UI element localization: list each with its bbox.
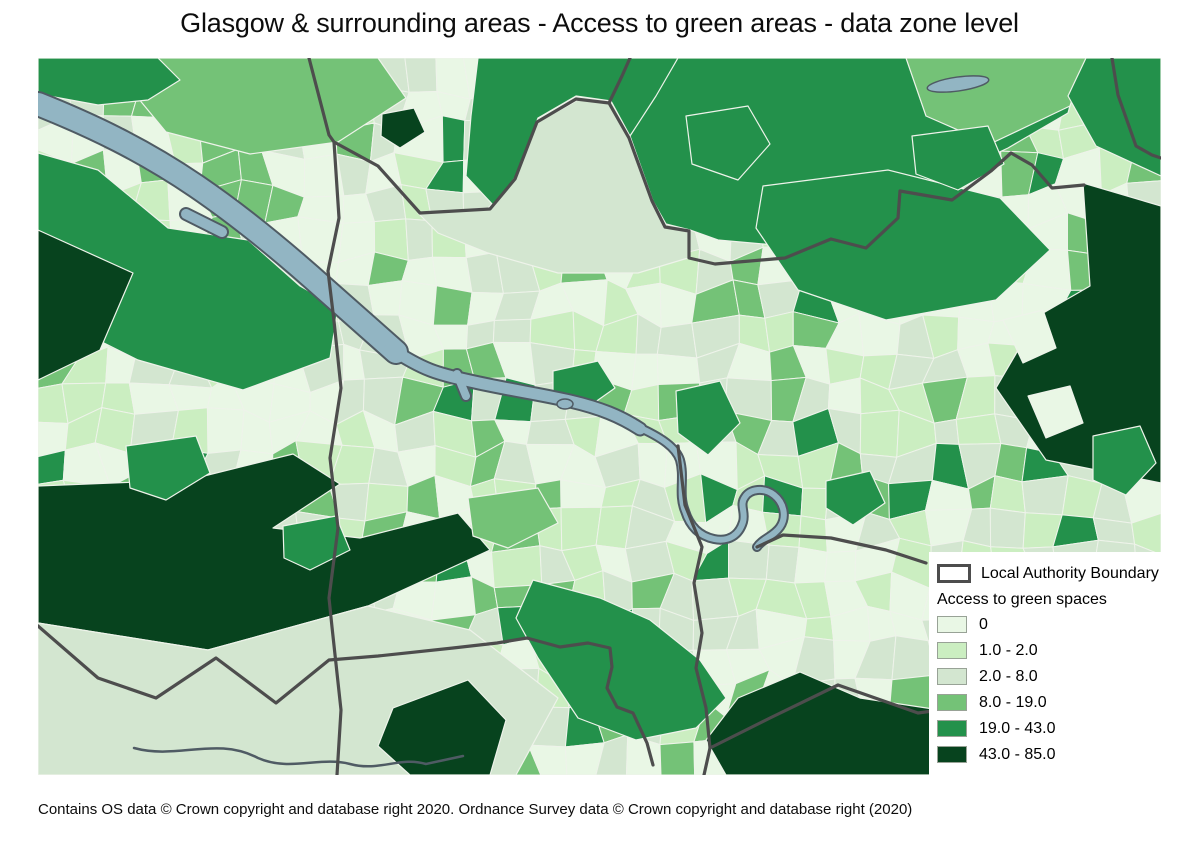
legend-class-row: 2.0 - 8.0: [937, 668, 1157, 685]
map-canvas: Local Authority Boundary Access to green…: [38, 58, 1161, 775]
boundary-swatch: [937, 564, 971, 583]
legend-class-swatch: [937, 720, 967, 737]
legend-class-swatch: [937, 668, 967, 685]
legend-class-row: 8.0 - 19.0: [937, 694, 1157, 711]
legend-class-label: 19.0 - 43.0: [979, 719, 1056, 737]
boundary-label: Local Authority Boundary: [981, 564, 1159, 582]
legend-class-label: 43.0 - 85.0: [979, 745, 1056, 763]
legend-class-row: 19.0 - 43.0: [937, 720, 1157, 737]
legend-subtitle: Access to green spaces: [937, 591, 1107, 608]
legend-class-label: 1.0 - 2.0: [979, 641, 1038, 659]
page-title: Glasgow & surrounding areas - Access to …: [180, 8, 1019, 38]
legend-class-row: 43.0 - 85.0: [937, 746, 1157, 763]
legend-class-label: 0: [979, 615, 988, 633]
legend-class-swatch: [937, 694, 967, 711]
legend-class-label: 2.0 - 8.0: [979, 667, 1038, 685]
map-svg: [38, 58, 1161, 775]
legend-class-label: 8.0 - 19.0: [979, 693, 1047, 711]
legend-class-row: 1.0 - 2.0: [937, 642, 1157, 659]
legend-class-swatch: [937, 616, 967, 633]
map-legend: Local Authority Boundary Access to green…: [929, 552, 1161, 775]
legend-class-row: 0: [937, 616, 1157, 633]
legend-class-swatch: [937, 642, 967, 659]
legend-class-rows: 0 1.0 - 2.0 2.0 - 8.0 8.0 - 19.0 19.0 - 43.0…: [937, 616, 1157, 763]
legend-class-swatch: [937, 746, 967, 763]
legend-boundary-row: Local Authority Boundary: [937, 564, 1159, 583]
attribution-text: Contains OS data © Crown copyright and d…: [38, 801, 913, 818]
